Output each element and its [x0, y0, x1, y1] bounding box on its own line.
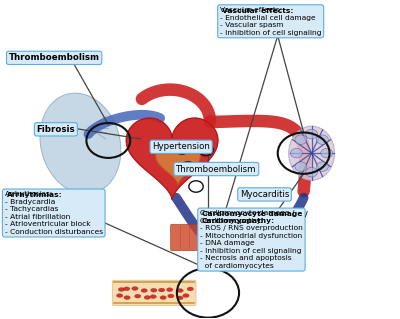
Ellipse shape [124, 287, 130, 291]
Text: Fibrosis: Fibrosis [36, 125, 75, 134]
Text: Myocarditis: Myocarditis [240, 190, 289, 199]
Polygon shape [156, 145, 200, 184]
Text: Hypertension: Hypertension [152, 142, 210, 151]
Circle shape [306, 167, 318, 177]
Circle shape [306, 129, 318, 139]
Text: Thromboembolism: Thromboembolism [9, 53, 100, 62]
Ellipse shape [151, 288, 157, 292]
Ellipse shape [150, 295, 156, 299]
Text: Vascular effects:: Vascular effects: [222, 8, 294, 14]
Ellipse shape [160, 296, 166, 300]
Ellipse shape [168, 294, 174, 298]
FancyBboxPatch shape [112, 280, 196, 306]
Ellipse shape [177, 289, 183, 293]
Ellipse shape [144, 295, 150, 299]
Polygon shape [126, 118, 218, 199]
Circle shape [290, 148, 302, 158]
Ellipse shape [132, 286, 138, 290]
Text: Arrhythmias:
- Bradycardia
- Tachycardias
- Atrial fibrillation
- Atrioventricul: Arrhythmias: - Bradycardia - Tachycardia… [5, 191, 103, 235]
Ellipse shape [116, 294, 123, 298]
Circle shape [316, 135, 328, 145]
Ellipse shape [158, 288, 165, 292]
Ellipse shape [134, 294, 141, 298]
Text: Cardiomyocyte damage /
Cardiomyopathy:: Cardiomyocyte damage / Cardiomyopathy: [202, 211, 308, 224]
Ellipse shape [124, 296, 130, 300]
Ellipse shape [177, 296, 183, 300]
Text: Thromboembolism: Thromboembolism [176, 165, 256, 174]
Text: Vascular effects:
- Endothelial cell damage
- Vascular spasm
- Inhibition of cel: Vascular effects: - Endothelial cell dam… [220, 7, 322, 35]
Circle shape [321, 148, 333, 158]
Ellipse shape [141, 289, 147, 293]
Ellipse shape [118, 287, 124, 291]
Text: Cardiomyocyte damage /
Cardiomyopathy:
- ROS / RNS overproduction
- Mitochondria: Cardiomyocyte damage / Cardiomyopathy: -… [200, 210, 303, 269]
Ellipse shape [40, 93, 121, 194]
Ellipse shape [187, 287, 194, 291]
Ellipse shape [197, 230, 219, 242]
Ellipse shape [289, 126, 334, 180]
Circle shape [316, 162, 328, 171]
FancyBboxPatch shape [170, 224, 246, 251]
Circle shape [295, 135, 307, 145]
Text: Arrhythmias:: Arrhythmias: [7, 192, 62, 198]
Circle shape [295, 162, 307, 171]
Ellipse shape [166, 288, 173, 292]
Ellipse shape [183, 294, 189, 298]
